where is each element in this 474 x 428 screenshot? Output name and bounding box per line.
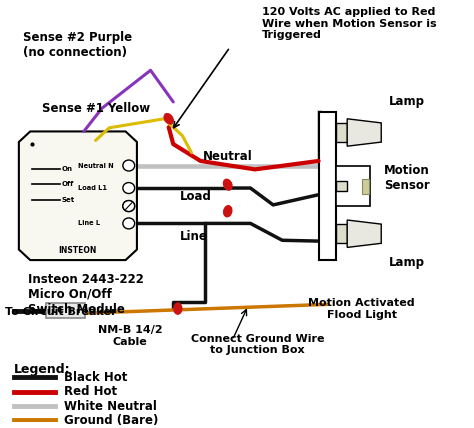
Text: Ground (Bare): Ground (Bare) xyxy=(64,414,159,427)
Polygon shape xyxy=(347,119,381,146)
Bar xyxy=(362,178,368,194)
Text: Lamp: Lamp xyxy=(389,256,425,269)
Ellipse shape xyxy=(164,113,173,124)
Circle shape xyxy=(123,201,135,211)
Text: INSTEON: INSTEON xyxy=(59,246,97,255)
Text: Set: Set xyxy=(62,196,75,202)
Polygon shape xyxy=(347,220,381,247)
Text: Motion
Sensor: Motion Sensor xyxy=(384,164,430,192)
Bar xyxy=(319,113,336,260)
Bar xyxy=(336,166,370,206)
Bar xyxy=(46,303,85,318)
Ellipse shape xyxy=(223,179,232,190)
Text: Load: Load xyxy=(180,190,212,203)
Text: Neutral N: Neutral N xyxy=(78,163,114,169)
Bar xyxy=(336,123,347,142)
Text: Lamp: Lamp xyxy=(389,95,425,108)
Text: Connect Ground Wire
to Junction Box: Connect Ground Wire to Junction Box xyxy=(191,334,324,356)
Bar xyxy=(336,181,347,191)
Text: Neutral: Neutral xyxy=(203,150,253,163)
Text: Legend:: Legend: xyxy=(14,363,71,376)
Text: Motion Activated
Flood Light: Motion Activated Flood Light xyxy=(309,298,415,320)
Circle shape xyxy=(123,160,135,171)
Text: Line L: Line L xyxy=(78,220,100,226)
Text: White Neutral: White Neutral xyxy=(64,399,157,413)
Circle shape xyxy=(123,201,135,211)
Polygon shape xyxy=(19,131,137,260)
Circle shape xyxy=(123,183,135,193)
Bar xyxy=(336,224,347,243)
Text: Off: Off xyxy=(62,181,74,187)
Text: On: On xyxy=(62,166,73,172)
Text: Load L1: Load L1 xyxy=(78,185,107,191)
Text: To Circuit Breaker: To Circuit Breaker xyxy=(5,307,117,317)
Text: Black Hot: Black Hot xyxy=(64,371,128,384)
Text: Sense #2 Purple
(no connection): Sense #2 Purple (no connection) xyxy=(23,31,133,59)
Text: NM-B 14/2
Cable: NM-B 14/2 Cable xyxy=(98,325,163,347)
Text: Insteon 2443-222
Micro On/Off
Switch Module: Insteon 2443-222 Micro On/Off Switch Mod… xyxy=(28,273,144,316)
Text: Sense #1 Yellow: Sense #1 Yellow xyxy=(42,102,150,115)
Ellipse shape xyxy=(224,206,232,217)
Circle shape xyxy=(123,218,135,229)
Text: Red Hot: Red Hot xyxy=(64,385,118,398)
Text: Line: Line xyxy=(180,230,208,244)
Text: 120 Volts AC applied to Red
Wire when Motion Sensor is
Triggered: 120 Volts AC applied to Red Wire when Mo… xyxy=(262,7,437,40)
Ellipse shape xyxy=(174,303,182,314)
